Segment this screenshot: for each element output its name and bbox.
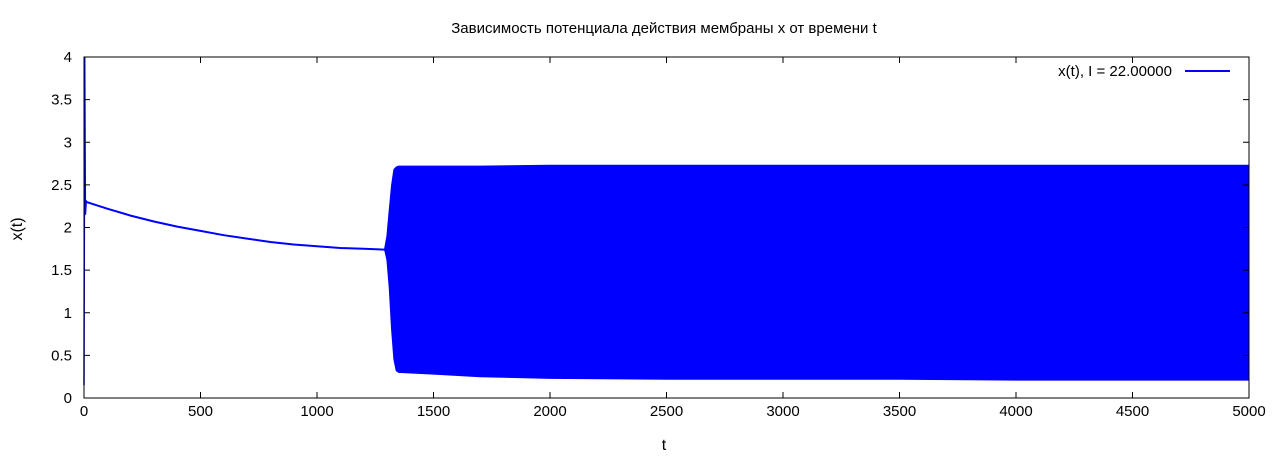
x-tick-label: 3500 <box>883 403 916 420</box>
axis-ticks: 0 500 1000 1500 2000 2500 3000 3500 4000 4500 5000… <box>51 49 1266 420</box>
y-axis-label: x(t) <box>9 217 26 240</box>
x-tick-label: 1500 <box>417 403 450 420</box>
y-tick-label: 2 <box>64 220 72 237</box>
x-tick-label: 5000 <box>1232 403 1265 420</box>
legend: x(t), I = 22.00000 <box>1058 63 1230 80</box>
x-tick-label: 4500 <box>1116 403 1149 420</box>
plot-area <box>83 56 1250 386</box>
x-tick-label: 500 <box>188 403 213 420</box>
x-tick-label: 1000 <box>300 403 333 420</box>
legend-label: x(t), I = 22.00000 <box>1058 63 1172 80</box>
y-tick-label: 1.5 <box>51 262 72 279</box>
y-tick-label: 3.5 <box>51 92 72 109</box>
x-tick-label: 4000 <box>999 403 1032 420</box>
decay-line <box>85 200 387 251</box>
x-tick-label: 3000 <box>766 403 799 420</box>
x-tick-label: 0 <box>80 403 88 420</box>
x-axis-label: t <box>662 437 667 454</box>
y-tick-label: 0.5 <box>51 347 72 364</box>
x-tick-label: 2500 <box>650 403 683 420</box>
y-tick-label: 1 <box>64 305 72 322</box>
y-tick-label: 0 <box>64 390 72 407</box>
y-tick-label: 2.5 <box>51 177 72 194</box>
y-tick-label: 4 <box>64 49 72 66</box>
plot-frame <box>83 56 1250 399</box>
chart-title: Зависимость потенциала действия мембраны… <box>451 20 877 37</box>
oscillation-band <box>384 164 1250 381</box>
x-tick-label: 2000 <box>533 403 566 420</box>
y-tick-label: 3 <box>64 134 72 151</box>
